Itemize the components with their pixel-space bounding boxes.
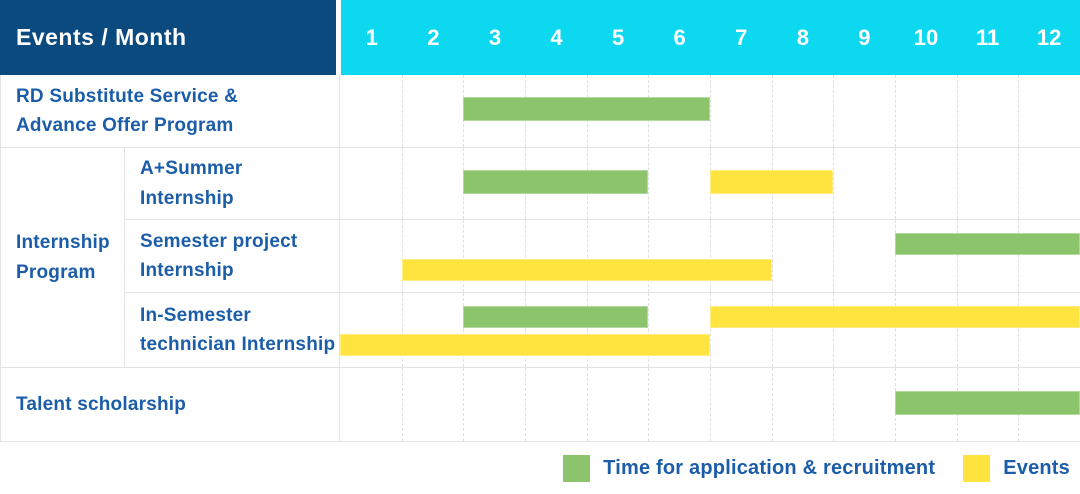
month-gridline xyxy=(586,220,588,292)
month-gridline xyxy=(833,293,835,367)
green-gantt-bar xyxy=(895,233,1080,255)
month-header-12: 12 xyxy=(1036,24,1062,50)
month-gridline xyxy=(401,75,403,147)
month-gridline xyxy=(956,293,958,367)
month-gridline xyxy=(956,148,958,219)
yellow-gantt-bar xyxy=(340,334,710,356)
month-gridline xyxy=(586,293,588,367)
gantt-track-a-plus-summer xyxy=(340,148,1080,219)
month-gridline xyxy=(463,368,465,441)
legend-item-events: Events xyxy=(963,454,1070,482)
month-gridline xyxy=(771,293,773,367)
legend-label: Events xyxy=(1003,456,1070,479)
month-header-4: 4 xyxy=(550,24,563,50)
month-gridline xyxy=(401,293,403,367)
month-gridline xyxy=(1018,220,1020,292)
events-month-header-cell: Events / Month xyxy=(0,0,336,75)
month-gridline xyxy=(710,220,711,292)
month-header-8: 8 xyxy=(796,24,809,50)
row-label-internship-program: Internship Program xyxy=(1,148,125,367)
month-gridline xyxy=(648,293,650,367)
month-gridline xyxy=(833,220,835,292)
row-label-in-semester-technician: In-Semester technician Internship xyxy=(125,293,340,367)
month-gridline xyxy=(401,220,403,292)
month-gridline xyxy=(833,75,835,147)
month-gridline xyxy=(1018,293,1020,367)
month-header-7: 7 xyxy=(735,24,748,50)
yellow-swatch-icon xyxy=(963,454,991,482)
month-gridline xyxy=(1018,148,1020,219)
month-gridline xyxy=(956,220,958,292)
chart-legend: Time for application & recruitment Event… xyxy=(0,442,1080,494)
yellow-gantt-bar xyxy=(710,169,834,194)
month-header-1: 1 xyxy=(365,24,378,50)
green-gantt-bar xyxy=(463,169,649,194)
month-gridline xyxy=(895,148,896,219)
row-label-rd-substitute: RD Substitute Service & Advance Offer Pr… xyxy=(1,75,340,147)
month-gridline xyxy=(648,148,650,219)
month-gridline xyxy=(710,293,711,367)
green-swatch-icon xyxy=(563,454,591,482)
legend-label: Time for application & recruitment xyxy=(603,456,936,479)
green-gantt-bar xyxy=(463,306,649,328)
header-title: Events / Month xyxy=(16,24,187,50)
table-row: A+Summer Internship xyxy=(125,148,1080,220)
month-gridline xyxy=(956,75,958,147)
yellow-gantt-bar xyxy=(401,259,772,281)
months-header: 1 2 3 4 5 6 7 8 9 10 11 12 xyxy=(341,0,1080,75)
header-separator xyxy=(336,0,341,75)
gantt-track-rd-substitute xyxy=(340,75,1080,147)
internship-program-group: Internship Program A+Summer Internship S… xyxy=(1,148,1080,368)
month-gridline xyxy=(648,220,650,292)
month-header-5: 5 xyxy=(611,24,625,50)
month-gridline xyxy=(895,220,896,292)
table-row: In-Semester technician Internship xyxy=(125,293,1080,367)
month-header-2: 2 xyxy=(427,24,440,50)
month-gridline xyxy=(401,148,403,219)
month-header-3: 3 xyxy=(488,24,502,50)
month-gridline xyxy=(463,220,465,292)
gantt-track-in-semester-technician xyxy=(340,293,1080,367)
month-gridline xyxy=(586,368,588,441)
month-gridline xyxy=(525,293,526,367)
month-gridline xyxy=(525,220,526,292)
row-label-semester-project: Semester project Internship xyxy=(125,220,340,292)
row-label-a-plus-summer: A+Summer Internship xyxy=(125,148,340,219)
green-gantt-bar xyxy=(895,390,1080,415)
month-gridline xyxy=(771,368,773,441)
table-header-row: Events / Month 1 2 3 4 5 6 7 8 9 10 11 1… xyxy=(0,0,1080,75)
table-row: RD Substitute Service & Advance Offer Pr… xyxy=(1,75,1080,148)
legend-item-application-recruitment: Time for application & recruitment xyxy=(563,454,936,482)
gantt-track-semester-project xyxy=(340,220,1080,292)
month-gridline xyxy=(771,75,773,147)
yellow-gantt-bar xyxy=(710,306,1080,328)
month-gridline xyxy=(1018,75,1020,147)
table-row: Talent scholarship xyxy=(1,368,1080,441)
gantt-track-talent-scholarship xyxy=(340,368,1080,441)
month-gridline xyxy=(895,293,896,367)
month-gridline xyxy=(833,148,835,219)
row-label-talent-scholarship: Talent scholarship xyxy=(1,368,340,441)
month-header-6: 6 xyxy=(673,24,686,50)
month-gridline xyxy=(895,75,896,147)
month-header-11: 11 xyxy=(975,24,1000,50)
month-gridline xyxy=(648,368,650,441)
month-gridline xyxy=(401,368,403,441)
month-gridline xyxy=(525,368,526,441)
table-row: Semester project Internship xyxy=(125,220,1080,293)
month-header-9: 9 xyxy=(858,24,871,50)
month-gridline xyxy=(833,368,835,441)
internship-program-subrows: A+Summer Internship Semester project Int… xyxy=(125,148,1080,367)
month-gridline xyxy=(771,220,773,292)
green-gantt-bar xyxy=(463,97,710,121)
month-header-10: 10 xyxy=(913,24,939,50)
month-gridline xyxy=(710,368,711,441)
table-body: RD Substitute Service & Advance Offer Pr… xyxy=(0,75,1080,442)
month-gridline xyxy=(463,293,465,367)
month-gridline xyxy=(710,75,711,147)
